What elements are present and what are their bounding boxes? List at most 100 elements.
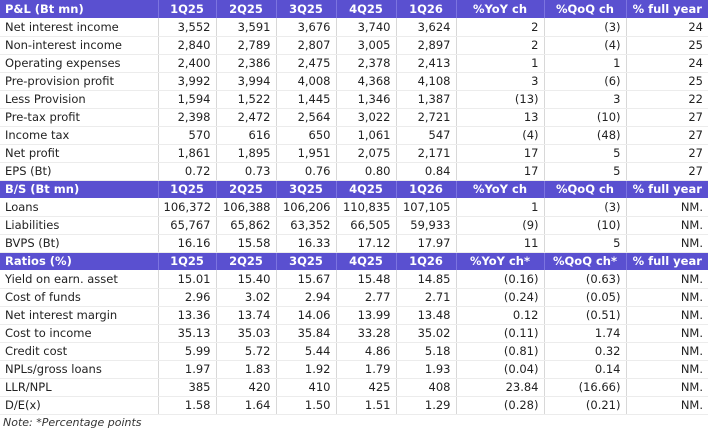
value-cell: 2,378 — [335, 54, 396, 73]
value-cell: 2,398 — [157, 108, 216, 127]
value-cell: 5.44 — [275, 342, 336, 361]
value-cell: 24 — [625, 54, 708, 73]
value-cell: 0.80 — [335, 162, 396, 181]
row-label: Liabilities — [0, 216, 158, 235]
value-cell: (0.28) — [455, 396, 544, 415]
row-label: Operating expenses — [0, 54, 158, 73]
value-cell: 3 — [543, 90, 626, 109]
value-cell: NM. — [625, 378, 708, 397]
header-cell: % full year — [625, 0, 708, 18]
row-label: Income tax — [0, 126, 158, 145]
value-cell: 2,897 — [395, 36, 456, 55]
row-label: Credit cost — [0, 342, 158, 361]
value-cell: 1.50 — [275, 396, 336, 415]
value-cell: (0.16) — [455, 270, 544, 289]
value-cell: 3,624 — [395, 18, 456, 37]
value-cell: NM. — [625, 288, 708, 307]
header-cell: 3Q25 — [275, 0, 336, 18]
value-cell: 0.76 — [275, 162, 336, 181]
value-cell: 25 — [625, 72, 708, 91]
value-cell: 2,564 — [275, 108, 336, 127]
value-cell: 33.28 — [335, 324, 396, 343]
header-cell: 2Q25 — [215, 252, 276, 270]
data-row: Non-interest income 2,840 2,789 2,807 3,005 2… — [0, 36, 708, 55]
value-cell: 106,372 — [157, 198, 216, 217]
value-cell: 106,206 — [275, 198, 336, 217]
value-cell: 1,951 — [275, 144, 336, 163]
header-cell: 1Q25 — [157, 252, 216, 270]
value-cell: 24 — [625, 18, 708, 37]
row-label: Pre-tax profit — [0, 108, 158, 127]
value-cell: 1.79 — [335, 360, 396, 379]
value-cell: 15.40 — [215, 270, 276, 289]
header-cell: %YoY ch — [455, 0, 544, 18]
value-cell: 13.36 — [157, 306, 216, 325]
value-cell: 420 — [215, 378, 276, 397]
row-label: D/E(x) — [0, 396, 158, 415]
value-cell: 4,368 — [335, 72, 396, 91]
section-header-row: P&L (Bt mn) 1Q25 2Q25 3Q25 4Q25 1Q26 %YoY ch %Q… — [0, 0, 708, 18]
value-cell: 5.18 — [395, 342, 456, 361]
value-cell: 0.72 — [157, 162, 216, 181]
row-label: EPS (Bt) — [0, 162, 158, 181]
value-cell: NM. — [625, 234, 708, 253]
data-row: Yield on earn. asset 15.01 15.40 15.67 15.48… — [0, 270, 708, 289]
value-cell: 0.32 — [543, 342, 626, 361]
value-cell: 2,807 — [275, 36, 336, 55]
value-cell: 570 — [157, 126, 216, 145]
value-cell: 13.99 — [335, 306, 396, 325]
value-cell: 2,472 — [215, 108, 276, 127]
value-cell: (10) — [543, 108, 626, 127]
value-cell: NM. — [625, 216, 708, 235]
value-cell: NM. — [625, 396, 708, 415]
data-row: Credit cost 5.99 5.72 5.44 4.86 5.18 (0.81) 0.3… — [0, 342, 708, 361]
row-label: LLR/NPL — [0, 378, 158, 397]
value-cell: 3,676 — [275, 18, 336, 37]
value-cell: 408 — [395, 378, 456, 397]
row-label: Non-interest income — [0, 36, 158, 55]
value-cell: 2.77 — [335, 288, 396, 307]
value-cell: 3,994 — [215, 72, 276, 91]
value-cell: 1 — [455, 198, 544, 217]
header-cell: 4Q25 — [335, 252, 396, 270]
value-cell: 616 — [215, 126, 276, 145]
value-cell: 110,835 — [335, 198, 396, 217]
row-label: Net interest margin — [0, 306, 158, 325]
value-cell: 35.02 — [395, 324, 456, 343]
value-cell: NM. — [625, 306, 708, 325]
header-cell: 1Q26 — [395, 0, 456, 18]
value-cell: (48) — [543, 126, 626, 145]
value-cell: 1.51 — [335, 396, 396, 415]
value-cell: 25 — [625, 36, 708, 55]
value-cell: (4) — [543, 36, 626, 55]
section-header-row: Ratios (%) 1Q25 2Q25 3Q25 4Q25 1Q26 %YoY ch* %Q… — [0, 252, 708, 270]
value-cell: (13) — [455, 90, 544, 109]
header-cell: 4Q25 — [335, 180, 396, 198]
data-row: Liabilities 65,767 65,862 63,352 66,505 59,93… — [0, 216, 708, 235]
value-cell: 1,594 — [157, 90, 216, 109]
value-cell: 2.71 — [395, 288, 456, 307]
value-cell: 1,346 — [335, 90, 396, 109]
value-cell: 1,061 — [335, 126, 396, 145]
value-cell: 1.92 — [275, 360, 336, 379]
table-body: P&L (Bt mn) 1Q25 2Q25 3Q25 4Q25 1Q26 %YoY ch %Q… — [0, 0, 708, 415]
value-cell: 2,075 — [335, 144, 396, 163]
data-row: NPLs/gross loans 1.97 1.83 1.92 1.79 1.93 (0.0… — [0, 360, 708, 379]
value-cell: 2,413 — [395, 54, 456, 73]
value-cell: 35.13 — [157, 324, 216, 343]
value-cell: 106,388 — [215, 198, 276, 217]
header-cell: 1Q25 — [157, 180, 216, 198]
value-cell: 0.12 — [455, 306, 544, 325]
value-cell: (0.63) — [543, 270, 626, 289]
value-cell: 27 — [625, 144, 708, 163]
value-cell: (3) — [543, 198, 626, 217]
header-cell: 1Q26 — [395, 180, 456, 198]
value-cell: 59,933 — [395, 216, 456, 235]
value-cell: 5 — [543, 162, 626, 181]
header-cell: B/S (Bt mn) — [0, 180, 158, 198]
row-label: Yield on earn. asset — [0, 270, 158, 289]
value-cell: (4) — [455, 126, 544, 145]
value-cell: 3,740 — [335, 18, 396, 37]
value-cell: 0.14 — [543, 360, 626, 379]
